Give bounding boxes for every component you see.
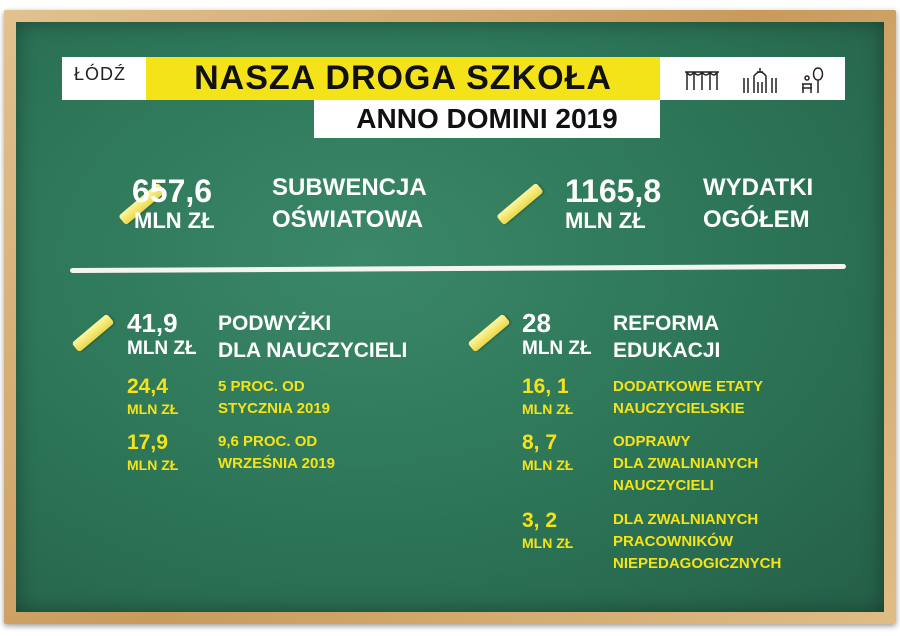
tree-bench-icon bbox=[802, 67, 824, 93]
stat-value: 28 bbox=[522, 308, 551, 338]
stat-unit: MLN ZŁ bbox=[127, 401, 179, 417]
label-line: NAUCZYCIELSKIE bbox=[613, 400, 745, 417]
label-line: 9,6 PROC. OD bbox=[218, 433, 318, 450]
label-line: PODWYŻKI bbox=[218, 312, 332, 335]
stat-unit: MLN ZŁ bbox=[565, 208, 646, 233]
label-line: DLA NAUCZYCIELI bbox=[218, 339, 408, 362]
label-line: PRACOWNIKÓW bbox=[613, 533, 733, 550]
arches-icon bbox=[685, 71, 719, 90]
header-icons bbox=[684, 66, 826, 94]
stat-label: REFORMA EDUKACJI bbox=[613, 310, 720, 364]
gate-icon bbox=[743, 68, 777, 93]
page-subtitle: ANNO DOMINI 2019 bbox=[314, 100, 660, 138]
stat-label: DODATKOWE ETATY NAUCZYCIELSKIE bbox=[613, 376, 763, 420]
stat-value: 41,9 bbox=[127, 308, 178, 338]
label-line: NAUCZYCIELI bbox=[613, 477, 714, 494]
stat-value: 17,9 bbox=[127, 431, 168, 454]
page-title: NASZA DROGA SZKOŁA bbox=[146, 57, 660, 100]
stat-value: 8, 7 bbox=[522, 431, 558, 454]
label-line: DLA ZWALNIANYCH bbox=[613, 511, 759, 528]
stat-unit: MLN ZŁ bbox=[522, 457, 574, 473]
stat-label: DLA ZWALNIANYCH PRACOWNIKÓW NIEPEDAGOGICZN… bbox=[613, 509, 781, 575]
label-line: DLA ZWALNIANYCH bbox=[613, 455, 759, 472]
stat-unit: MLN ZŁ bbox=[134, 208, 215, 233]
label-line: 5 PROC. OD bbox=[218, 378, 305, 395]
stat-label: PODWYŻKI DLA NAUCZYCIELI bbox=[218, 310, 407, 364]
stat-unit: MLN ZŁ bbox=[522, 401, 574, 417]
stat-value: 657,6 bbox=[132, 173, 213, 209]
stat-label: ODPRAWY DLA ZWALNIANYCH NAUCZYCIELI bbox=[613, 431, 758, 497]
stat-label: SUBWENCJA OŚWIATOWA bbox=[272, 172, 427, 236]
stat-value: 3, 2 bbox=[522, 509, 558, 532]
label-line: WYDATKI bbox=[703, 174, 814, 201]
stat-value: 16, 1 bbox=[522, 375, 569, 398]
stat-unit: MLN ZŁ bbox=[127, 338, 197, 359]
stat-unit: MLN ZŁ bbox=[522, 535, 574, 551]
label-line: OGÓŁEM bbox=[703, 206, 810, 233]
label-line: REFORMA bbox=[613, 312, 720, 335]
label-line: ODPRAWY bbox=[613, 433, 691, 450]
stat-value: 1165,8 bbox=[565, 173, 662, 209]
stat-label: 9,6 PROC. OD WRZEŚNIA 2019 bbox=[218, 431, 335, 475]
label-line: EDUKACJI bbox=[613, 339, 721, 362]
stat-unit: MLN ZŁ bbox=[127, 457, 179, 473]
stat-value: 24,4 bbox=[127, 375, 168, 398]
stat-unit: MLN ZŁ bbox=[522, 338, 592, 359]
label-line: SUBWENCJA bbox=[272, 174, 427, 201]
label-line: WRZEŚNIA 2019 bbox=[218, 455, 335, 472]
stat-label: WYDATKI OGÓŁEM bbox=[703, 172, 813, 236]
label-line: OŚWIATOWA bbox=[272, 206, 424, 233]
label-line: NIEPEDAGOGICZNYCH bbox=[613, 555, 782, 572]
label-line: STYCZNIA 2019 bbox=[218, 400, 330, 417]
lodz-logo: ŁÓDŹ bbox=[74, 64, 127, 84]
label-line: DODATKOWE ETATY bbox=[613, 378, 763, 395]
stat-label: 5 PROC. OD STYCZNIA 2019 bbox=[218, 376, 330, 420]
